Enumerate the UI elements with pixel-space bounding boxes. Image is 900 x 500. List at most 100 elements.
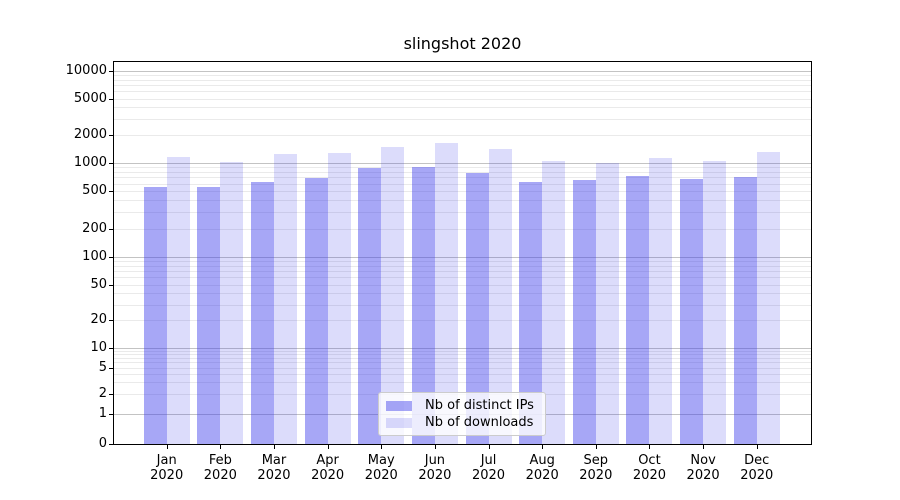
x-tick-month: May (367, 453, 395, 468)
gridline-minor-3 (114, 382, 811, 384)
bar-distinct-ips-may (358, 168, 382, 444)
y-tick-label-100: 100 (82, 249, 107, 265)
gridline-minor-70 (114, 271, 811, 273)
y-tick-label-2: 2 (98, 386, 107, 402)
bar-distinct-ips-aug (519, 181, 543, 444)
bar-downloads-apr (327, 153, 351, 444)
gridline-major-10000 (114, 71, 811, 72)
gridline-minor-60 (114, 277, 811, 279)
legend-swatch-distinct-ips (386, 400, 412, 411)
x-tick-year: 2020 (364, 468, 398, 483)
y-tick-label-1000: 1000 (73, 154, 107, 170)
bar-downloads-mar (273, 154, 297, 444)
x-tick-month: Feb (208, 453, 232, 468)
x-tick-month: Nov (690, 453, 716, 468)
gridline-minor-7 (114, 357, 811, 359)
bar-downloads-feb (220, 161, 244, 444)
gridline-minor-5 (114, 367, 811, 369)
gridline-minor-500 (114, 191, 811, 193)
gridline-minor-4000 (114, 107, 811, 109)
y-tick-label-50: 50 (90, 276, 107, 292)
bar-distinct-ips-mar (250, 181, 274, 444)
y-tick-label-200: 200 (82, 220, 107, 236)
x-tick-month: Mar (261, 453, 287, 468)
bar-distinct-ips-dec (733, 176, 757, 444)
gridline-major-100 (114, 257, 811, 259)
x-tick-mark-mar (273, 445, 275, 449)
gridline-minor-9000 (114, 75, 811, 77)
gridline-major-1000 (114, 162, 811, 164)
gridline-minor-30 (114, 304, 811, 306)
gridline-minor-7000 (114, 85, 811, 87)
bar-distinct-ips-oct (626, 175, 650, 444)
y-tick-label-0: 0 (98, 436, 107, 451)
y-tick-mark-2000 (109, 135, 113, 137)
gridline-minor-4 (114, 374, 811, 376)
x-tick-year: 2020 (525, 468, 559, 483)
x-tick-mark-sep (595, 445, 597, 449)
x-tick-year: 2020 (686, 468, 720, 483)
gridline-minor-200 (114, 228, 811, 230)
bar-downloads-nov (703, 160, 727, 444)
gridline-minor-9 (114, 350, 811, 352)
gridline-major-10 (114, 347, 811, 349)
y-tick-label-500: 500 (82, 183, 107, 199)
x-tick-month: Oct (638, 453, 661, 468)
y-tick-mark-10000 (109, 71, 113, 72)
y-tick-mark-20 (109, 320, 113, 322)
x-tick-label-jul: Jul 2020 (457, 453, 521, 483)
bar-distinct-ips-jun (411, 167, 435, 444)
bar-distinct-ips-jan (143, 186, 167, 444)
y-tick-mark-100 (109, 257, 113, 259)
x-tick-month: Apr (316, 453, 339, 468)
x-tick-year: 2020 (311, 468, 345, 483)
y-tick-label-10: 10 (90, 339, 107, 355)
x-tick-year: 2020 (150, 468, 184, 483)
x-tick-month: Jul (480, 453, 497, 468)
y-tick-label-5000: 5000 (73, 90, 107, 106)
x-tick-label-mar: Mar 2020 (242, 453, 306, 483)
x-tick-mark-dec (756, 445, 758, 449)
bar-downloads-aug (542, 160, 566, 444)
x-tick-year: 2020 (418, 468, 452, 483)
gridline-minor-300 (114, 212, 811, 214)
gridline-minor-20 (114, 320, 811, 322)
legend-label-distinct-ips: Nb of distinct IPs (425, 398, 534, 413)
gridline-minor-6 (114, 362, 811, 364)
bar-distinct-ips-jul (465, 172, 489, 444)
legend-label-downloads: Nb of downloads (425, 415, 534, 430)
y-tick-label-2000: 2000 (73, 127, 107, 143)
bar-distinct-ips-feb (197, 187, 221, 444)
legend-swatch-downloads (386, 417, 412, 428)
gridline-minor-400 (114, 200, 811, 202)
x-tick-mark-aug (542, 445, 544, 449)
x-tick-year: 2020 (203, 468, 237, 483)
x-tick-label-apr: Apr 2020 (296, 453, 360, 483)
legend-item-downloads: Nb of downloads (386, 415, 538, 430)
chart-title: slingshot 2020 (403, 34, 522, 53)
gridline-minor-6000 (114, 91, 811, 93)
gridline-minor-5000 (114, 98, 811, 100)
x-tick-label-may: May 2020 (349, 453, 413, 483)
x-tick-mark-nov (703, 445, 705, 449)
y-tick-mark-500 (109, 191, 113, 193)
gridline-minor-80 (114, 266, 811, 268)
y-tick-mark-5 (109, 367, 113, 369)
x-tick-month: Aug (529, 453, 555, 468)
x-tick-label-jan: Jan 2020 (135, 453, 199, 483)
gridline-minor-2000 (114, 135, 811, 137)
y-tick-label-20: 20 (90, 312, 107, 328)
x-tick-label-nov: Nov 2020 (671, 453, 735, 483)
y-tick-label-10000: 10000 (65, 63, 107, 78)
gridline-minor-50 (114, 284, 811, 286)
y-tick-mark-50 (109, 284, 113, 286)
y-tick-mark-0 (109, 444, 113, 445)
x-tick-mark-jul (488, 445, 490, 449)
y-tick-mark-1000 (109, 162, 113, 164)
x-tick-label-dec: Dec 2020 (725, 453, 789, 483)
x-tick-mark-may (381, 445, 383, 449)
bar-downloads-dec (756, 151, 780, 444)
legend: Nb of distinct IPs Nb of downloads (378, 392, 546, 436)
x-tick-month: Sep (583, 453, 609, 468)
bar-distinct-ips-sep (572, 180, 596, 444)
